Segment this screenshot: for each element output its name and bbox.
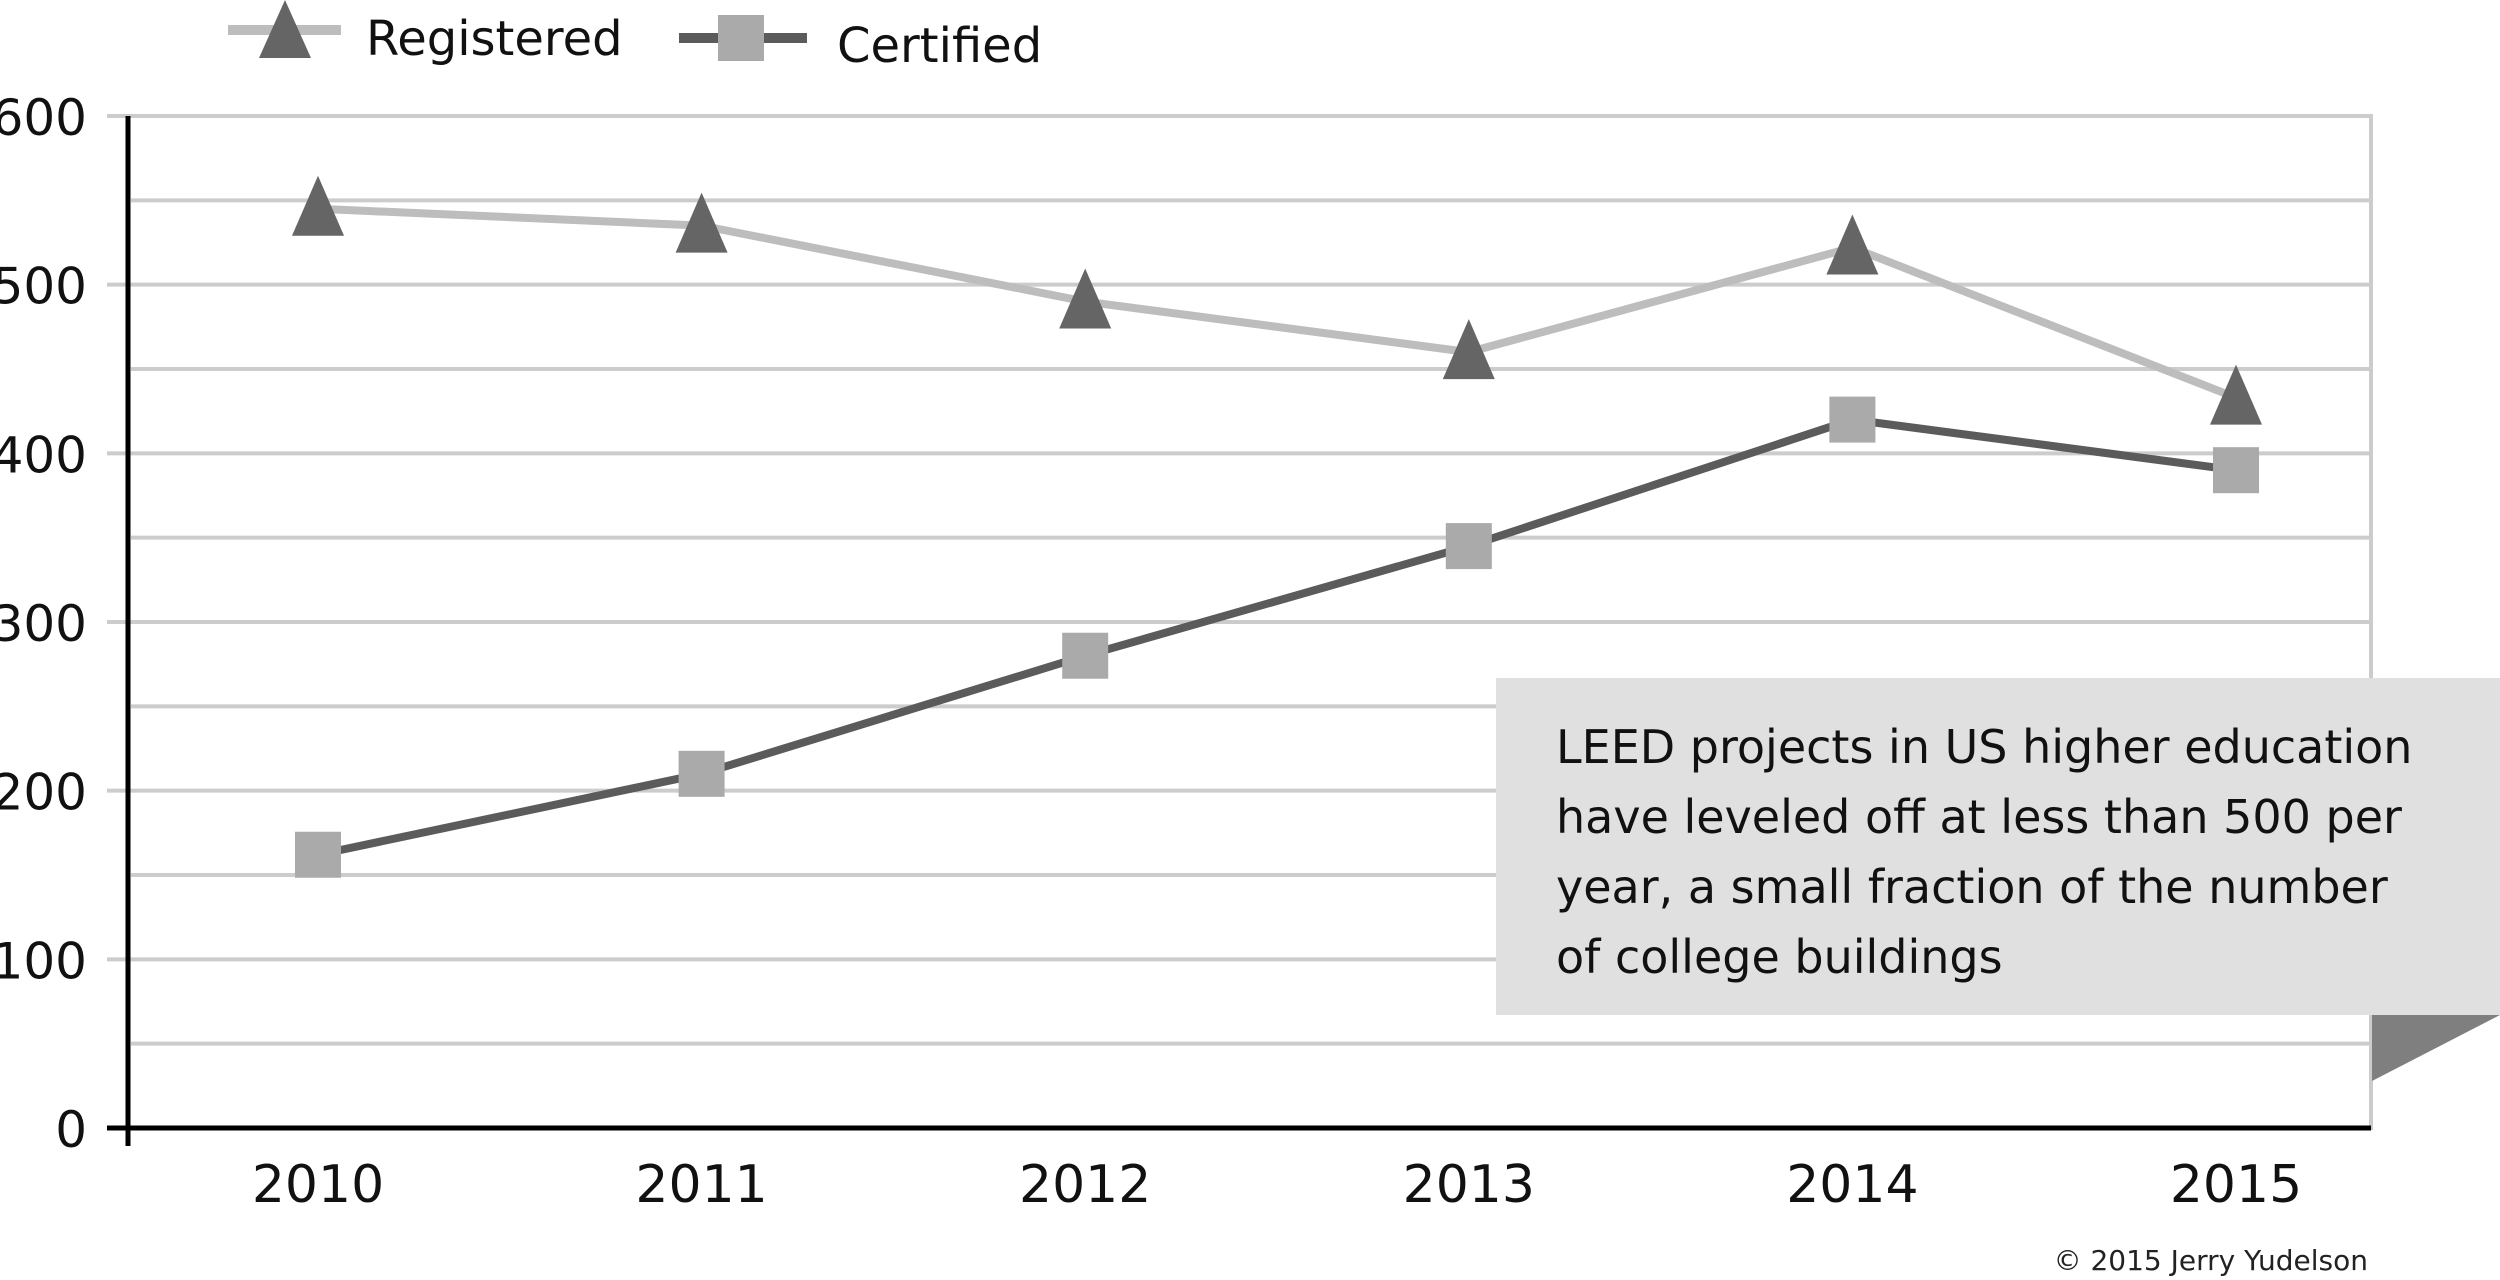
data-point-certified-2013 xyxy=(1445,523,1492,570)
annotation-line: of college buildings xyxy=(1556,930,2003,984)
annotation-box xyxy=(1496,678,2500,1015)
x-tick-label: 2011 xyxy=(635,1155,767,1215)
annotation-line: LEED projects in US higher education xyxy=(1556,720,2412,774)
data-point-registered-2011 xyxy=(675,192,728,253)
x-tick-label: 2012 xyxy=(1019,1155,1151,1215)
data-point-registered-2012 xyxy=(1059,268,1112,329)
data-point-registered-2014 xyxy=(1826,214,1879,275)
legend-label-certified: Certified xyxy=(837,18,1042,74)
x-axis-ticks: 2010 2011 2012 2013 2014 2015 xyxy=(252,1155,2302,1215)
y-tick-label: 500 xyxy=(0,258,87,316)
copyright-credit: © 2015 Jerry Yudelson xyxy=(2054,1244,2368,1277)
legend-label-registered: Registered xyxy=(366,11,623,67)
y-tick-label: 300 xyxy=(0,595,87,653)
y-tick-label: 400 xyxy=(0,426,87,484)
triangle-marker-icon xyxy=(259,0,311,58)
x-tick-label: 2010 xyxy=(252,1155,384,1215)
y-tick-label: 200 xyxy=(0,764,87,822)
square-marker-icon xyxy=(718,15,764,61)
series xyxy=(292,175,2262,878)
series-certified xyxy=(295,396,2259,878)
data-point-certified-2010 xyxy=(295,831,341,878)
x-tick-label: 2015 xyxy=(2170,1155,2302,1215)
series-line-certified xyxy=(317,415,2237,859)
data-point-registered-2010 xyxy=(292,175,344,236)
annotation-line: have leveled off at less than 500 per xyxy=(1556,790,2402,844)
data-point-certified-2012 xyxy=(1062,632,1109,679)
legend-item-certified[interactable]: Certified xyxy=(679,15,1042,74)
series-registered xyxy=(292,175,2262,425)
y-tick-label: 100 xyxy=(0,932,87,990)
annotation-callout: LEED projects in US higher education hav… xyxy=(1496,678,2500,1081)
data-point-certified-2011 xyxy=(678,750,725,797)
x-tick-label: 2013 xyxy=(1403,1155,1535,1215)
data-point-certified-2015 xyxy=(2213,447,2259,494)
data-point-registered-2015 xyxy=(2210,364,2262,425)
data-point-certified-2014 xyxy=(1829,396,1876,443)
x-tick-label: 2014 xyxy=(1786,1155,1918,1215)
y-tick-label: 600 xyxy=(0,89,87,147)
annotation-fold xyxy=(2372,1015,2500,1081)
data-point-registered-2013 xyxy=(1442,319,1495,380)
legend-item-registered[interactable]: Registered xyxy=(228,0,623,67)
legend: Registered Certified xyxy=(228,0,1042,74)
series-line-registered xyxy=(317,204,2238,402)
annotation-line: year, a small fraction of the number xyxy=(1556,860,2388,914)
y-axis-ticks: 0 100 200 300 400 500 600 xyxy=(0,89,128,1159)
y-tick-label: 0 xyxy=(55,1101,87,1159)
